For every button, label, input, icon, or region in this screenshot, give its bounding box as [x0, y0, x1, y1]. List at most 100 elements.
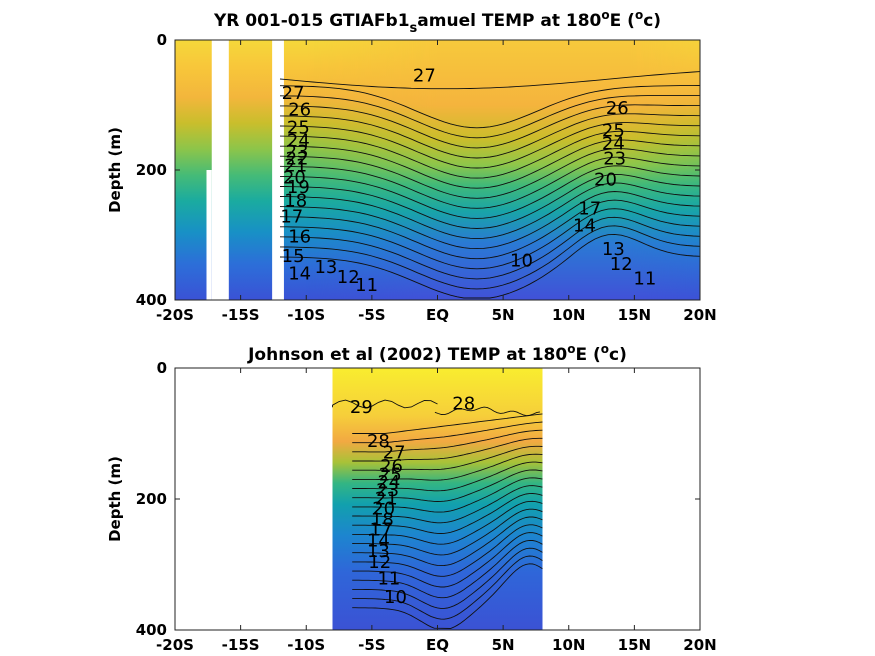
x-tick-label: 5N [492, 306, 515, 324]
contour-label: 25 [379, 464, 402, 485]
contour-label: 17 [280, 206, 303, 227]
contour-label: 12 [368, 552, 391, 573]
missing-data-gap-1 [206, 170, 212, 300]
contour-line-6 [280, 139, 701, 189]
contour-label: 28 [452, 394, 475, 415]
y-axis-label: Depth (m) [106, 456, 124, 542]
contour-label: 12 [610, 254, 633, 275]
contour-line-6 [352, 461, 543, 492]
y-tick-label: 0 [157, 31, 167, 49]
contour-line-11 [352, 500, 543, 545]
contour-line-1 [279, 95, 700, 139]
contour-line-8 [279, 156, 701, 209]
x-tick-label: -15S [222, 306, 260, 324]
contour-label: 13 [602, 239, 625, 260]
contour-line-3 [352, 437, 543, 462]
contour-line-15 [352, 532, 543, 588]
contour-line-5 [279, 130, 701, 179]
panel-bottom: Johnson et al (2002) TEMP at 180oE (oc)2… [106, 342, 717, 654]
contour-lines [279, 71, 701, 299]
title-unit: c) [643, 11, 661, 31]
contour-line-13 [279, 199, 701, 260]
contour-line-5 [352, 453, 543, 481]
contour-label: 26 [288, 100, 311, 121]
x-tick-label: -10S [287, 306, 325, 324]
x-tick-label: -15S [222, 636, 260, 654]
contour-label: 17 [370, 519, 393, 540]
contour-label: 26 [380, 456, 403, 477]
contour-line-0 [352, 413, 543, 434]
x-tick-label: 5N [492, 636, 515, 654]
contour-label: 27 [383, 443, 406, 464]
title-main: Johnson et al (2002) TEMP at 180 [247, 345, 567, 365]
contour-line-4 [352, 445, 543, 471]
contour-line-2 [280, 104, 700, 149]
x-tick-label: 15N [618, 306, 651, 324]
contour-line-10 [280, 173, 701, 229]
contour-line-28 [434, 406, 540, 417]
title-subscript: s [410, 21, 418, 36]
title-degree: o [567, 342, 575, 356]
contour-line-11 [279, 182, 701, 240]
contour-label: 27 [282, 83, 305, 104]
contour-label: 17 [578, 199, 601, 220]
temperature-field [175, 40, 700, 300]
contour-label: 29 [350, 397, 373, 418]
title-unit-degree: o [635, 8, 643, 22]
contour-label: 21 [375, 489, 398, 510]
contour-line-0 [279, 85, 701, 129]
contour-label: 23 [286, 141, 309, 162]
contour-line-13 [352, 516, 543, 567]
y-axis-label: Depth (m) [106, 127, 124, 213]
contour-label: 28 [367, 431, 390, 452]
contour-label: 11 [355, 275, 378, 296]
contour-line-18 [352, 555, 543, 620]
contour-label: 14 [288, 264, 311, 285]
title-unit-degree: o [601, 342, 609, 356]
contour-label: 26 [606, 98, 629, 119]
contour-label: 11 [633, 269, 656, 290]
contour-label: 20 [283, 167, 306, 188]
x-tick-label: 10N [552, 306, 585, 324]
x-tick-label: 20N [683, 636, 716, 654]
contour-label: 21 [284, 156, 307, 177]
y-tick-label: 200 [136, 490, 167, 508]
y-tick-label: 200 [136, 161, 167, 179]
contour-label: 15 [282, 246, 305, 267]
contour-line-10 [352, 493, 543, 534]
x-tick-label: -20S [156, 636, 194, 654]
contour-label: 14 [367, 530, 390, 551]
contour-line-7 [352, 469, 543, 502]
contour-line-12 [279, 191, 701, 250]
contour-line-9 [279, 165, 701, 219]
contour-label: 14 [573, 215, 596, 236]
contour-line-29 [332, 399, 438, 409]
contour-line-2 [352, 429, 543, 453]
y-axis: 0 200 400 [136, 359, 700, 639]
title-degree: o [601, 8, 609, 22]
panel-top: YR 001-015 GTIAFb1samuel TEMP at 180oE (… [106, 8, 717, 324]
contour-label: 18 [371, 509, 394, 530]
contour-line-1 [352, 421, 543, 444]
contour-label: 13 [367, 541, 390, 562]
contour-line-14 [280, 208, 701, 270]
contour-line-8 [352, 477, 543, 513]
y-tick-label: 400 [136, 621, 167, 639]
contour-label: 23 [603, 148, 626, 169]
title-unit: c) [609, 345, 627, 365]
contour-label: 24 [377, 472, 400, 493]
contour-label: 24 [287, 130, 310, 151]
x-tick-label: -20S [156, 306, 194, 324]
contour-label: 10 [510, 251, 533, 272]
contour-line-12 [352, 508, 543, 556]
contour-label: 25 [602, 121, 625, 142]
y-axis: 0 200 400 [136, 31, 700, 309]
x-tick-label: 15N [618, 636, 651, 654]
contour-label: 25 [287, 117, 310, 138]
contour-line-3 [279, 113, 701, 159]
contour-label: 19 [287, 177, 310, 198]
contour-line-4 [279, 122, 700, 169]
